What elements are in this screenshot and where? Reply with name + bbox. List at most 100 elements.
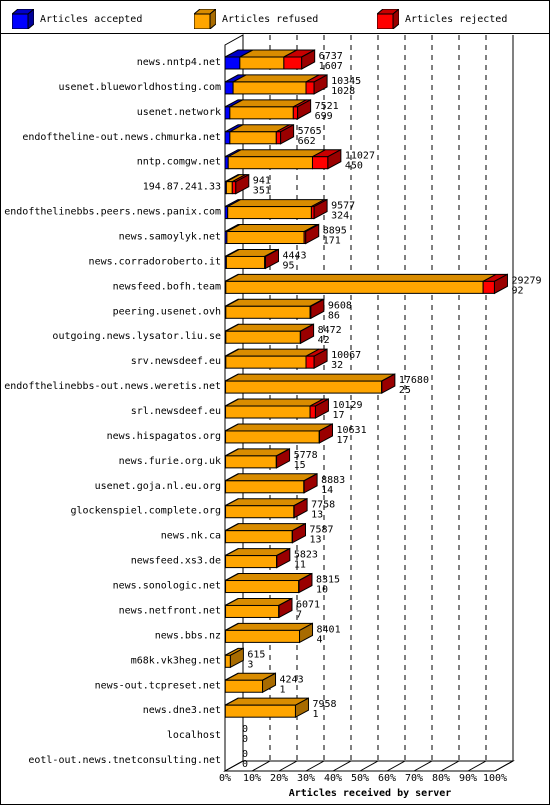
value-label-rejected: 10 xyxy=(316,585,328,596)
x-axis-label: Articles received by server xyxy=(289,787,452,799)
category-label: srv.newsdeef.eu xyxy=(131,356,221,367)
bar-segment xyxy=(225,181,233,195)
value-label-accepted: 7958 xyxy=(312,699,336,710)
bar-segment xyxy=(224,654,231,668)
bar-segment xyxy=(482,280,495,294)
category-label: news.sonologic.net xyxy=(113,581,221,592)
category-label: news.furie.org.uk xyxy=(119,456,221,467)
value-label-rejected: 13 xyxy=(310,535,322,546)
bar-segment xyxy=(224,56,241,70)
bar-side xyxy=(229,647,244,669)
bar-segment xyxy=(225,505,295,519)
bar-segment-top xyxy=(225,298,324,307)
x-tick-label: 50% xyxy=(351,773,369,784)
legend-swatch-rejected xyxy=(377,9,399,29)
bar-segment-top xyxy=(225,498,308,507)
bar-segment xyxy=(239,56,285,70)
bar-segment xyxy=(225,255,266,269)
legend-refused: Articles refused xyxy=(194,6,318,32)
value-label-accepted: 29279 xyxy=(511,275,541,286)
category-label: peering.usenet.ovh xyxy=(113,306,221,317)
value-label-accepted: 615 xyxy=(247,649,265,660)
bar-side xyxy=(293,497,308,519)
value-label-accepted: 10631 xyxy=(337,425,367,436)
value-label-accepted: 8883 xyxy=(321,475,345,486)
bar-side xyxy=(297,99,312,120)
x-tick-label: 80% xyxy=(432,773,450,784)
value-label-rejected: 17 xyxy=(337,435,349,446)
bar-side xyxy=(276,448,291,469)
floor-tick xyxy=(494,760,514,772)
bar-side xyxy=(265,248,279,270)
bar-segment-top xyxy=(225,323,314,332)
value-label-accepted: 9608 xyxy=(328,300,352,311)
category-label: usenet.goja.nl.eu.org xyxy=(95,481,221,492)
value-label-accepted: 11027 xyxy=(345,151,375,162)
bar-segment xyxy=(232,81,307,95)
bar-segment xyxy=(231,181,237,195)
value-label-accepted: 0 xyxy=(242,724,248,735)
value-label-rejected: 450 xyxy=(345,161,363,172)
x-tick-label: 0% xyxy=(219,773,231,784)
value-label-rejected: 95 xyxy=(283,260,295,271)
category-label: news.nntp4.net xyxy=(137,57,221,68)
value-label-rejected: 13 xyxy=(311,510,323,521)
value-label-rejected: 0 xyxy=(242,759,248,770)
value-label-rejected: 15 xyxy=(294,460,306,471)
category-label: news.dne3.net xyxy=(143,705,221,716)
bar-side xyxy=(280,123,295,145)
value-label-accepted: 5778 xyxy=(294,450,318,461)
x-tick-label: 70% xyxy=(405,773,423,784)
value-label-accepted: 4243 xyxy=(280,674,304,685)
bar-side xyxy=(310,298,325,320)
legend-swatch-accepted xyxy=(12,9,34,29)
value-label-rejected: 4 xyxy=(317,634,323,645)
floor-tick xyxy=(305,760,325,772)
x-tick-label: 60% xyxy=(378,773,396,784)
bar-segment xyxy=(305,355,315,369)
legend-swatch-refused xyxy=(194,9,216,29)
bar-segment xyxy=(225,604,280,618)
category-label: outgoing.news.lysator.liu.se xyxy=(52,331,221,342)
bar-side xyxy=(303,472,318,494)
value-label-rejected: 1607 xyxy=(319,61,343,72)
bar-side xyxy=(327,148,342,170)
floor-tick xyxy=(413,760,433,772)
value-label-rejected: 699 xyxy=(315,111,333,122)
bar-segment xyxy=(227,206,312,220)
category-label: srl.newsdeef.eu xyxy=(131,406,221,417)
bar-segment xyxy=(225,280,484,294)
x-tick-label: 90% xyxy=(459,773,477,784)
bar-side xyxy=(276,547,291,569)
bar-segment xyxy=(225,530,293,544)
value-label-accepted: 9577 xyxy=(331,201,355,212)
bar-segment xyxy=(225,355,307,369)
bar-segment-top xyxy=(228,149,326,158)
category-label: news.samoylyk.net xyxy=(119,232,221,243)
bar-side xyxy=(262,672,277,694)
bar-segment-top xyxy=(225,348,320,357)
value-label-rejected: 3 xyxy=(247,659,253,670)
legend-rejected: Articles rejected xyxy=(377,6,507,32)
bar-segment xyxy=(225,629,301,643)
value-label-accepted: 17680 xyxy=(399,375,429,386)
bar-segment xyxy=(225,380,383,394)
value-label-rejected: 42 xyxy=(318,335,330,346)
value-label-accepted: 5765 xyxy=(298,126,322,137)
bar-side xyxy=(319,423,333,444)
bar-segment xyxy=(225,555,278,569)
floor-tick xyxy=(332,760,352,772)
bar-segment xyxy=(225,330,301,344)
value-label-accepted: 5823 xyxy=(294,550,318,561)
bar-segment xyxy=(226,231,305,245)
category-label: endofthelinebbs.peers.news.panix.com xyxy=(4,207,221,218)
bar-segment xyxy=(292,106,299,120)
bar-segment xyxy=(229,106,294,120)
value-label-accepted: 7521 xyxy=(315,101,339,112)
category-label: eotl-out.news.tnetconsulting.net xyxy=(28,755,221,766)
bar-side xyxy=(294,697,309,719)
category-label: news-out.tcpreset.net xyxy=(95,680,221,691)
bar-side xyxy=(278,597,293,619)
floor-tick xyxy=(224,760,244,772)
